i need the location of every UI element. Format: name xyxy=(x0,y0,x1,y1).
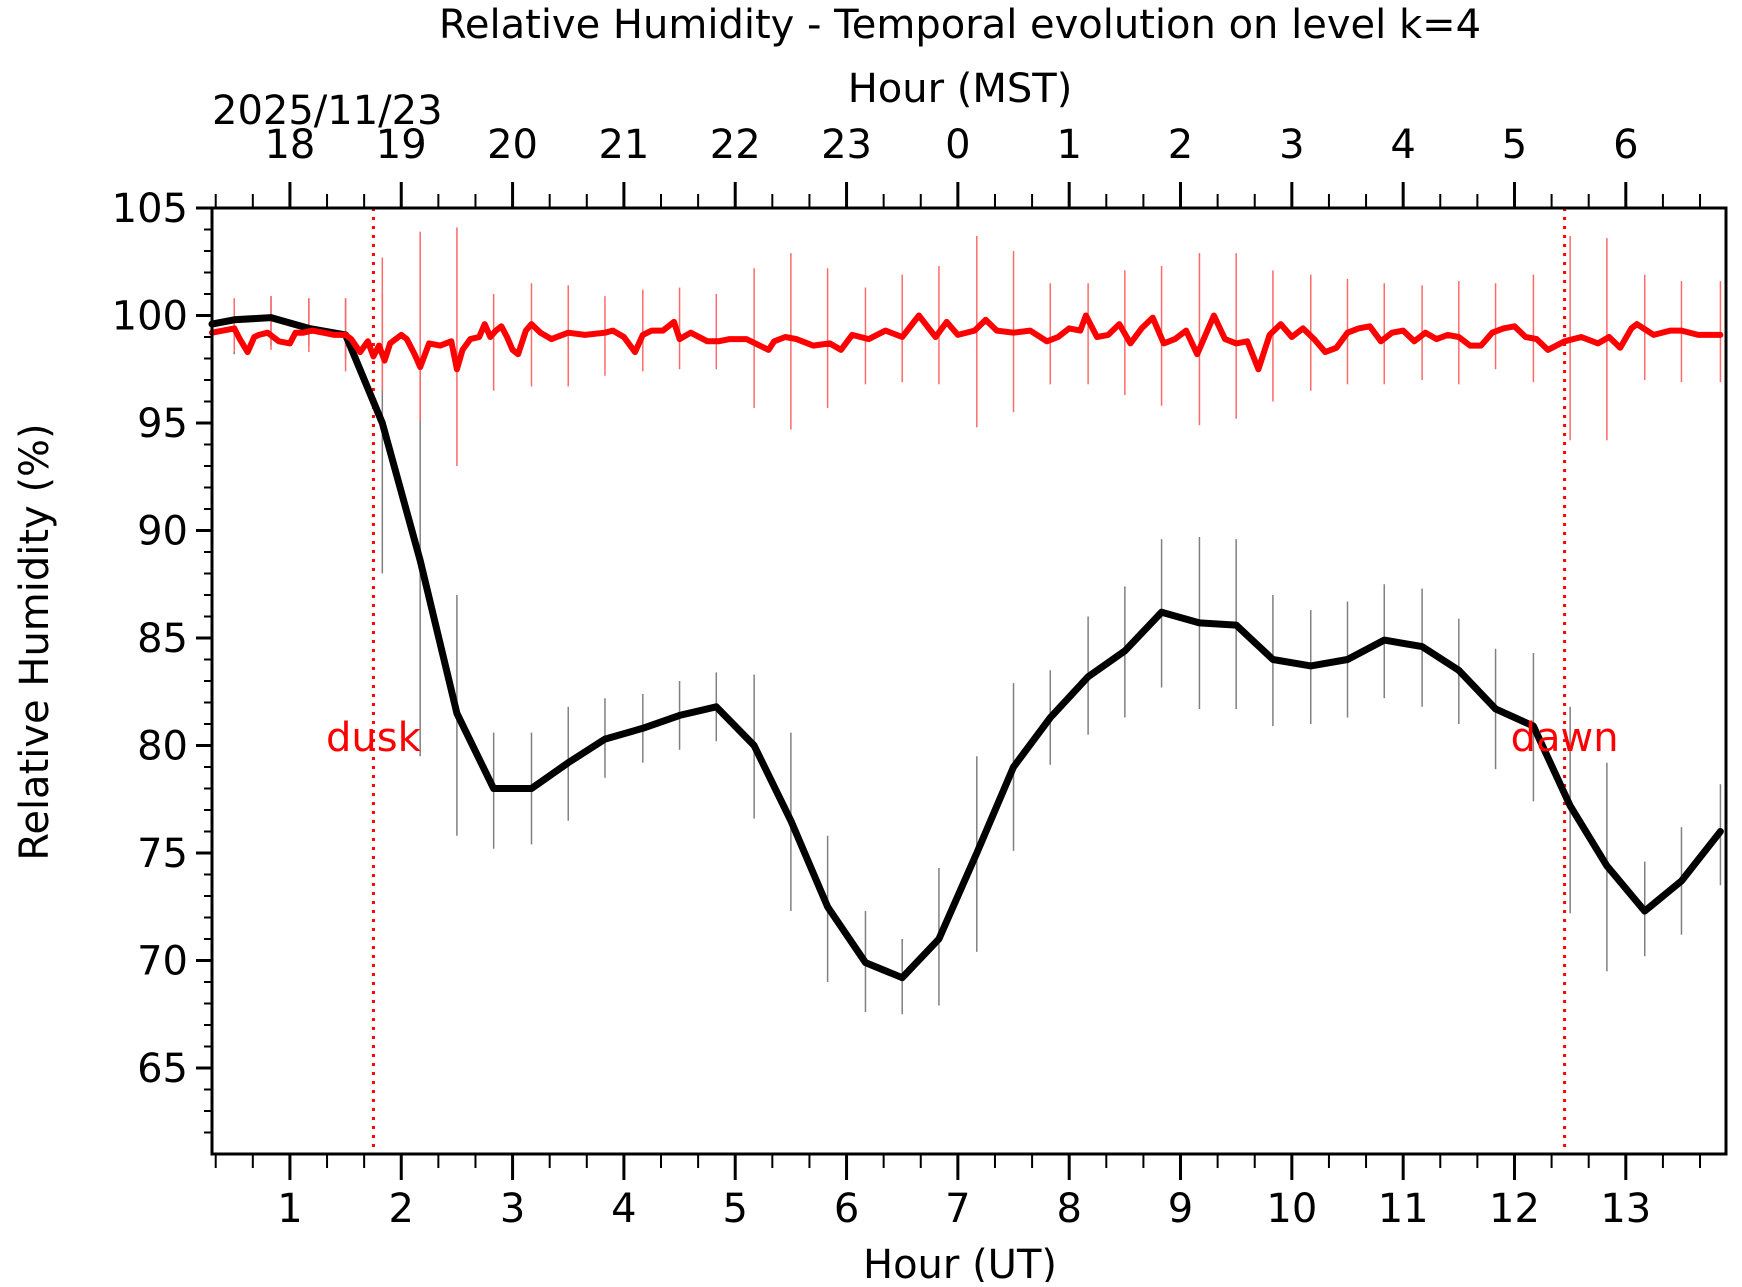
y-tick-label: 100 xyxy=(112,294,188,340)
chart-title: Relative Humidity - Temporal evolution o… xyxy=(439,2,1481,48)
x2-tick-label: 19 xyxy=(376,122,427,168)
x2-tick-label: 3 xyxy=(1279,122,1304,168)
series-line-1 xyxy=(209,312,1724,373)
x2-tick-label: 4 xyxy=(1390,122,1415,168)
x2-tick-label: 22 xyxy=(710,122,761,168)
x-tick-label: 5 xyxy=(722,1186,747,1232)
y-tick-label: 65 xyxy=(137,1046,188,1092)
x-tick-label: 7 xyxy=(945,1186,970,1232)
x-tick-label: 6 xyxy=(834,1186,859,1232)
annotation-dawn: dawn xyxy=(1511,715,1619,761)
y-tick-label: 85 xyxy=(137,616,188,662)
y-tick-label: 80 xyxy=(137,724,188,770)
vertical-markers xyxy=(371,208,1567,1154)
x2-tick-label: 5 xyxy=(1502,122,1527,168)
x2-tick-label: 20 xyxy=(487,122,538,168)
x2-tick-label: 21 xyxy=(598,122,649,168)
x-tick-label: 3 xyxy=(500,1186,525,1232)
y-tick-label: 105 xyxy=(112,186,188,232)
annotation-dusk: dusk xyxy=(326,715,422,761)
x-tick-label: 11 xyxy=(1378,1186,1429,1232)
x-axis-label: Hour (UT) xyxy=(863,1242,1057,1282)
x2-axis-label: Hour (MST) xyxy=(848,66,1073,112)
x-tick-label: 9 xyxy=(1168,1186,1193,1232)
x2-tick-label: 18 xyxy=(264,122,315,168)
y-tick-label: 70 xyxy=(137,939,188,985)
y-tick-label: 75 xyxy=(137,831,188,877)
y-tick-label: 95 xyxy=(137,401,188,447)
x2-tick-label: 23 xyxy=(821,122,872,168)
x2-tick-label: 0 xyxy=(945,122,970,168)
y-tick-label: 90 xyxy=(137,509,188,555)
plot-frame xyxy=(210,206,1728,1156)
x-tick-label: 2 xyxy=(389,1186,414,1232)
annotations: dusk dawn xyxy=(326,715,1619,761)
series-lines xyxy=(208,312,1724,982)
x-tick-label: 10 xyxy=(1266,1186,1317,1232)
x-tick-label: 4 xyxy=(611,1186,636,1232)
x-tick-label: 13 xyxy=(1600,1186,1651,1232)
x2-tick-label: 1 xyxy=(1056,122,1081,168)
x-tick-label: 1 xyxy=(277,1186,302,1232)
x2-tick-label: 2 xyxy=(1168,122,1193,168)
x-tick-label: 8 xyxy=(1056,1186,1081,1232)
series-line-0 xyxy=(208,314,1724,982)
x-tick-label: 12 xyxy=(1489,1186,1540,1232)
date-label: 2025/11/23 xyxy=(212,88,443,134)
x2-tick-label: 6 xyxy=(1613,122,1638,168)
y-axis-label: Relative Humidity (%) xyxy=(12,423,58,860)
